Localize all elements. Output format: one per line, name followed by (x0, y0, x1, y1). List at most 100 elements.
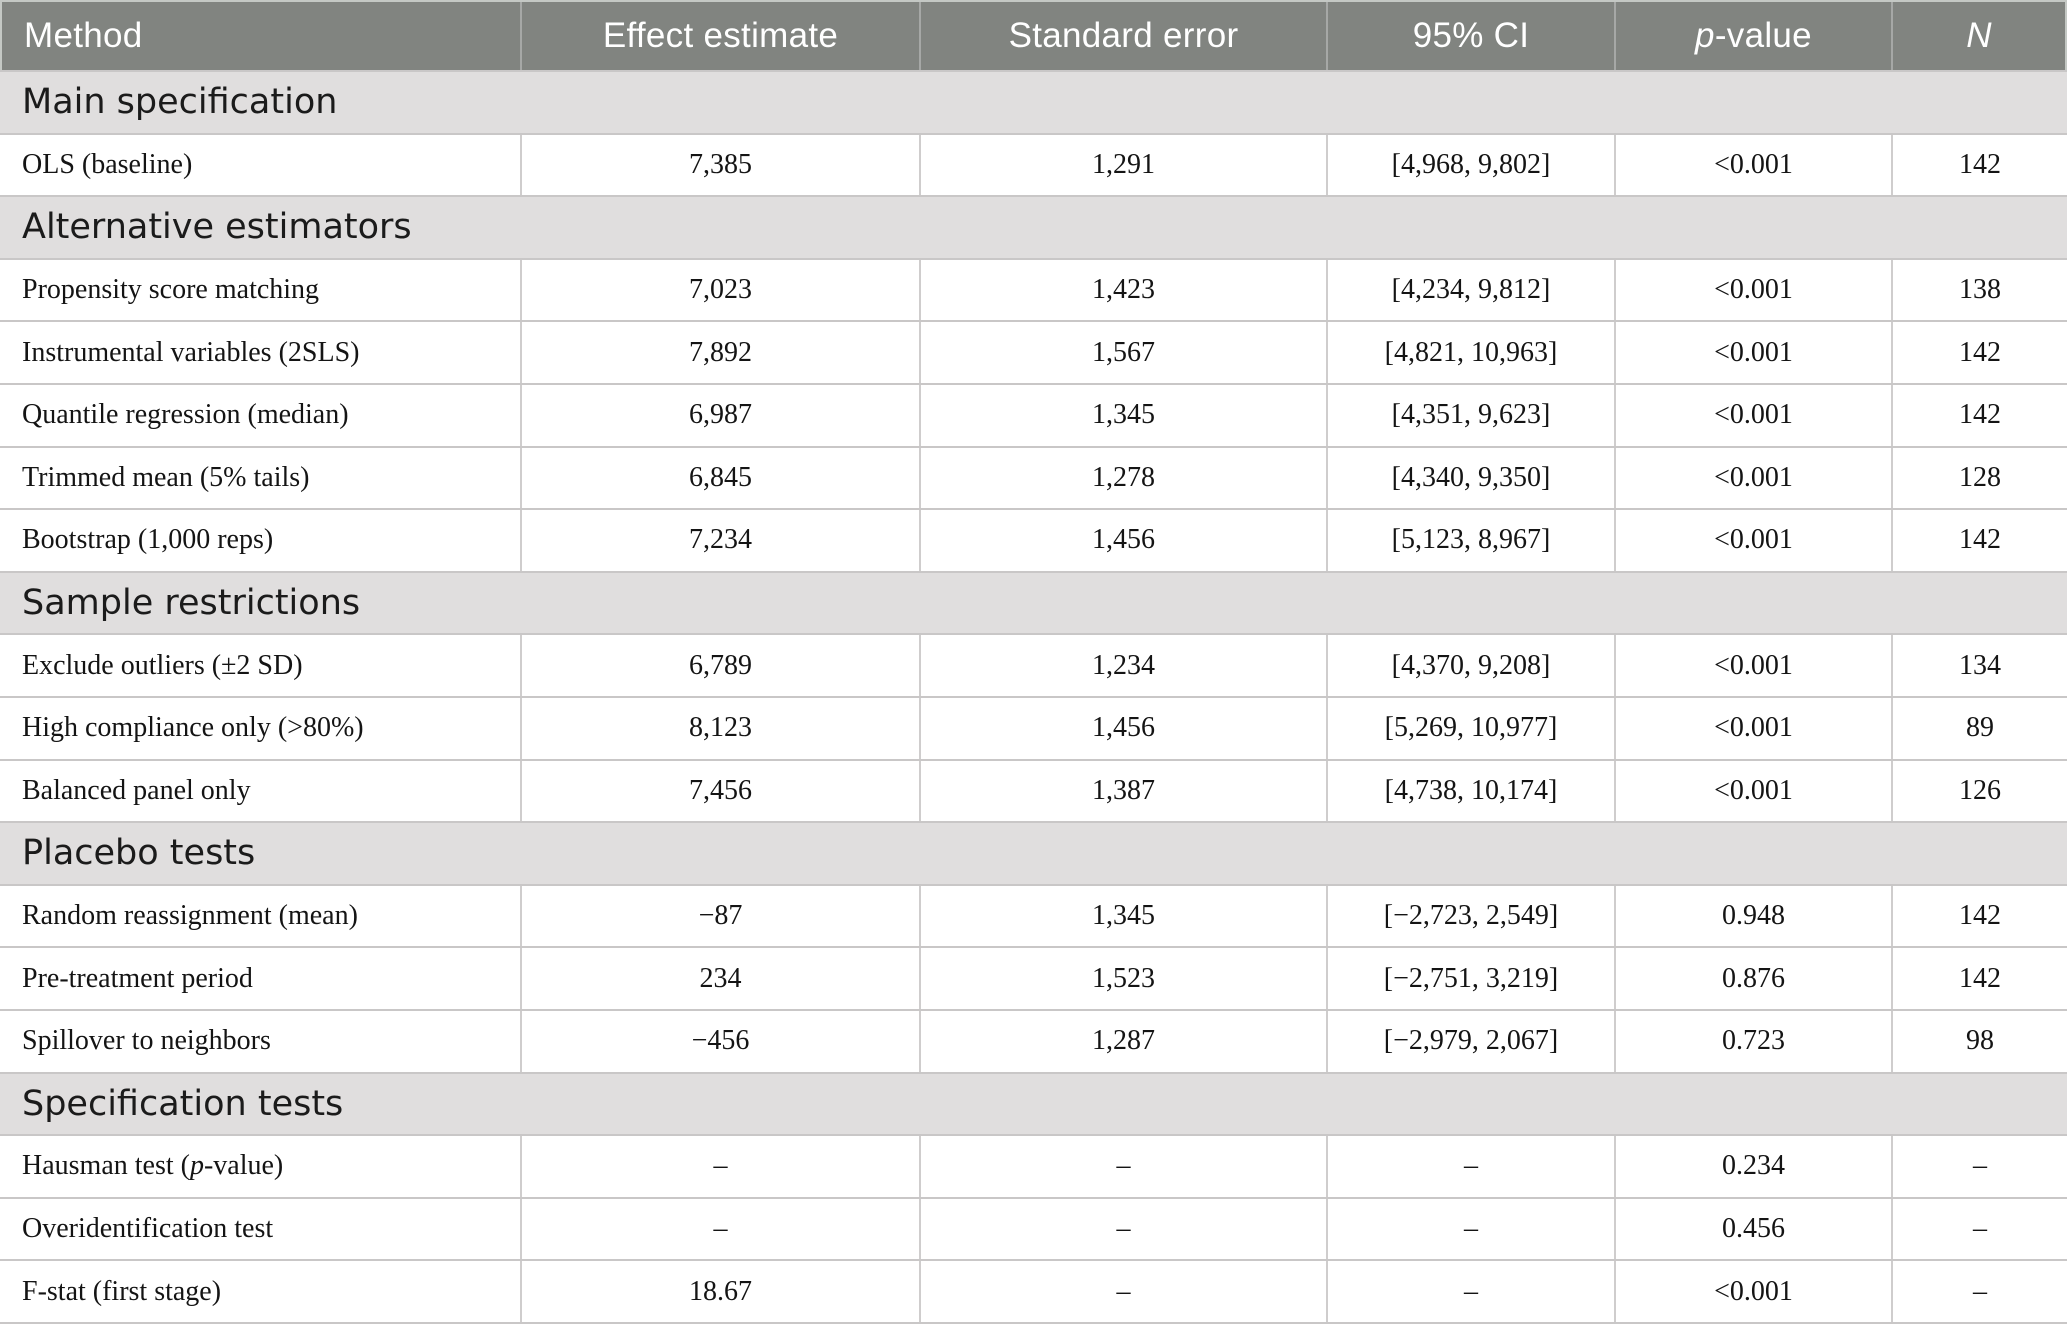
cell-effect-estimate: 7,385 (520, 134, 919, 196)
cell-ci: [4,821, 10,963] (1326, 322, 1614, 383)
cell-n: 142 (1891, 384, 2067, 446)
cell-method: High compliance only (>80%) (22, 712, 364, 744)
cell-method: Bootstrap (1,000 reps) (22, 524, 274, 556)
cell-p-value: 0.948 (1614, 885, 1891, 947)
cell-ci: – (1326, 1136, 1614, 1197)
table-row: Instrumental variables (2SLS) 7,892 1,567[… (0, 320, 2067, 383)
cell-n: 89 (1891, 697, 2067, 759)
cell-method: Overidentification test (22, 1212, 274, 1244)
cell-method: Balanced panel only (22, 774, 251, 806)
col-header-n-label: N (1966, 16, 1992, 55)
cell-effect-estimate: 6,845 (520, 447, 919, 509)
cell-effect-estimate: 6,987 (520, 384, 919, 446)
cell-p-value: <0.001 (1614, 697, 1891, 759)
cell-effect-estimate: – (520, 1136, 919, 1197)
cell-standard-error: 1,278 (919, 447, 1326, 509)
cell-method: Exclude outliers (±2 SD) (22, 649, 303, 681)
table-row: Random reassignment (mean) −87 1,345 [−2,72… (0, 883, 2067, 947)
cell-n: – (1891, 1198, 2067, 1260)
cell-standard-error: 1,523 (919, 948, 1326, 1009)
cell-standard-error: 1,456 (919, 510, 1326, 571)
cell-effect-estimate: – (520, 1198, 919, 1260)
cell-p-value: <0.001 (1614, 1261, 1891, 1322)
cell-p-value: <0.001 (1614, 322, 1891, 383)
table-row: Propensity score matching 7,023 1,423 [4,23… (0, 257, 2067, 321)
col-header-standard-error: Standard error (919, 2, 1326, 70)
table-row: Overidentification test – – –0.456– (0, 1196, 2067, 1260)
col-header-effect-label: Effect estimate (602, 16, 839, 55)
cell-p-value: <0.001 (1614, 134, 1891, 196)
cell-standard-error: 1,291 (919, 134, 1326, 196)
cell-p-value: <0.001 (1614, 447, 1891, 509)
cell-method: Propensity score matching (22, 274, 320, 306)
cell-ci: [4,968, 9,802] (1326, 134, 1614, 196)
col-header-method-label: Method (24, 16, 143, 55)
table-row: Bootstrap (1,000 reps) 7,234 1,456 [5,123, … (0, 508, 2067, 571)
cell-effect-estimate: 7,892 (520, 322, 919, 383)
cell-n: 142 (1891, 134, 2067, 196)
cell-method: OLS (baseline) (22, 148, 193, 180)
col-header-p-label: p-value (1695, 16, 1812, 55)
cell-standard-error: 1,423 (919, 259, 1326, 321)
cell-effect-estimate: 7,456 (520, 760, 919, 822)
cell-p-value: <0.001 (1614, 259, 1891, 321)
cell-effect-estimate: 18.67 (520, 1261, 919, 1322)
cell-method: Spillover to neighbors (22, 1025, 271, 1057)
cell-n: 128 (1891, 447, 2067, 509)
table-header-row: Method Effect estimate Standard error 95… (0, 0, 2067, 70)
cell-n: 142 (1891, 885, 2067, 947)
section-title: Main specification (22, 82, 338, 123)
table-row: Quantile regression (median) 6,987 1,345 [4… (0, 382, 2067, 446)
cell-n: 126 (1891, 760, 2067, 822)
cell-method: Quantile regression (median) (22, 399, 349, 431)
cell-n: – (1891, 1261, 2067, 1322)
cell-p-value: 0.456 (1614, 1198, 1891, 1260)
cell-standard-error: 1,345 (919, 384, 1326, 446)
cell-effect-estimate: 6,789 (520, 635, 919, 696)
cell-n: 142 (1891, 510, 2067, 571)
cell-method: Pre-treatment period (22, 962, 253, 994)
cell-effect-estimate: 7,234 (520, 510, 919, 571)
cell-ci: [−2,723, 2,549] (1326, 885, 1614, 947)
table-row: High compliance only (>80%) 8,123 1,456 [5,… (0, 695, 2067, 759)
table-row: OLS (baseline) 7,385 1,291 [4,968, 9,802] <0… (0, 132, 2067, 196)
cell-standard-error: 1,345 (919, 885, 1326, 947)
table-row: Exclude outliers (±2 SD) 6,789 1,234 [4,370… (0, 633, 2067, 696)
cell-ci: [4,370, 9,208] (1326, 635, 1614, 696)
cell-ci: [4,351, 9,623] (1326, 384, 1614, 446)
cell-p-value: 0.723 (1614, 1010, 1891, 1072)
table-row: Hausman test (p -value) – – –0.234– (0, 1134, 2067, 1197)
cell-effect-estimate: 8,123 (520, 697, 919, 759)
section-title: Sample restrictions (22, 583, 361, 624)
cell-p-value: 0.234 (1614, 1136, 1891, 1197)
cell-method: Trimmed mean (5% tails) (22, 461, 310, 493)
cell-p-value: <0.001 (1614, 635, 1891, 696)
cell-ci: – (1326, 1261, 1614, 1322)
table-row: F-stat (first stage) 18.67– – <0.001– (0, 1259, 2067, 1322)
cell-ci: [4,738, 10,174] (1326, 760, 1614, 822)
cell-ci: [4,340, 9,350] (1326, 447, 1614, 509)
table-row: Balanced panel only 7,456 1,387 [4,738, 10,… (0, 758, 2067, 822)
col-header-effect-estimate: Effect estimate (520, 2, 919, 70)
table-row: Spillover to neighbors −456 1,287 [−2,979, … (0, 1008, 2067, 1072)
section-header-row: Main specification (0, 70, 2067, 133)
cell-standard-error: 1,567 (919, 322, 1326, 383)
cell-n: – (1891, 1136, 2067, 1197)
cell-standard-error: 1,234 (919, 635, 1326, 696)
cell-effect-estimate: 7,023 (520, 259, 919, 321)
cell-ci: [−2,979, 2,067] (1326, 1010, 1614, 1072)
cell-method: F-stat (first stage) (22, 1275, 222, 1307)
cell-standard-error: 1,287 (919, 1010, 1326, 1072)
section-header-row: Alternative estimators (0, 195, 2067, 258)
cell-standard-error: – (919, 1136, 1326, 1197)
cell-n: 138 (1891, 259, 2067, 321)
table-row: Pre-treatment period 234 1,523 [−2,751, 3,2… (0, 946, 2067, 1009)
table-body: Main specification OLS (baseline) 7,385 1,2… (0, 70, 2067, 1322)
cell-n: 98 (1891, 1010, 2067, 1072)
cell-p-value: <0.001 (1614, 384, 1891, 446)
col-header-ci: 95% CI (1326, 2, 1614, 70)
cell-p-value: <0.001 (1614, 760, 1891, 822)
cell-effect-estimate: 234 (520, 948, 919, 1009)
section-title: Alternative estimators (22, 207, 412, 248)
